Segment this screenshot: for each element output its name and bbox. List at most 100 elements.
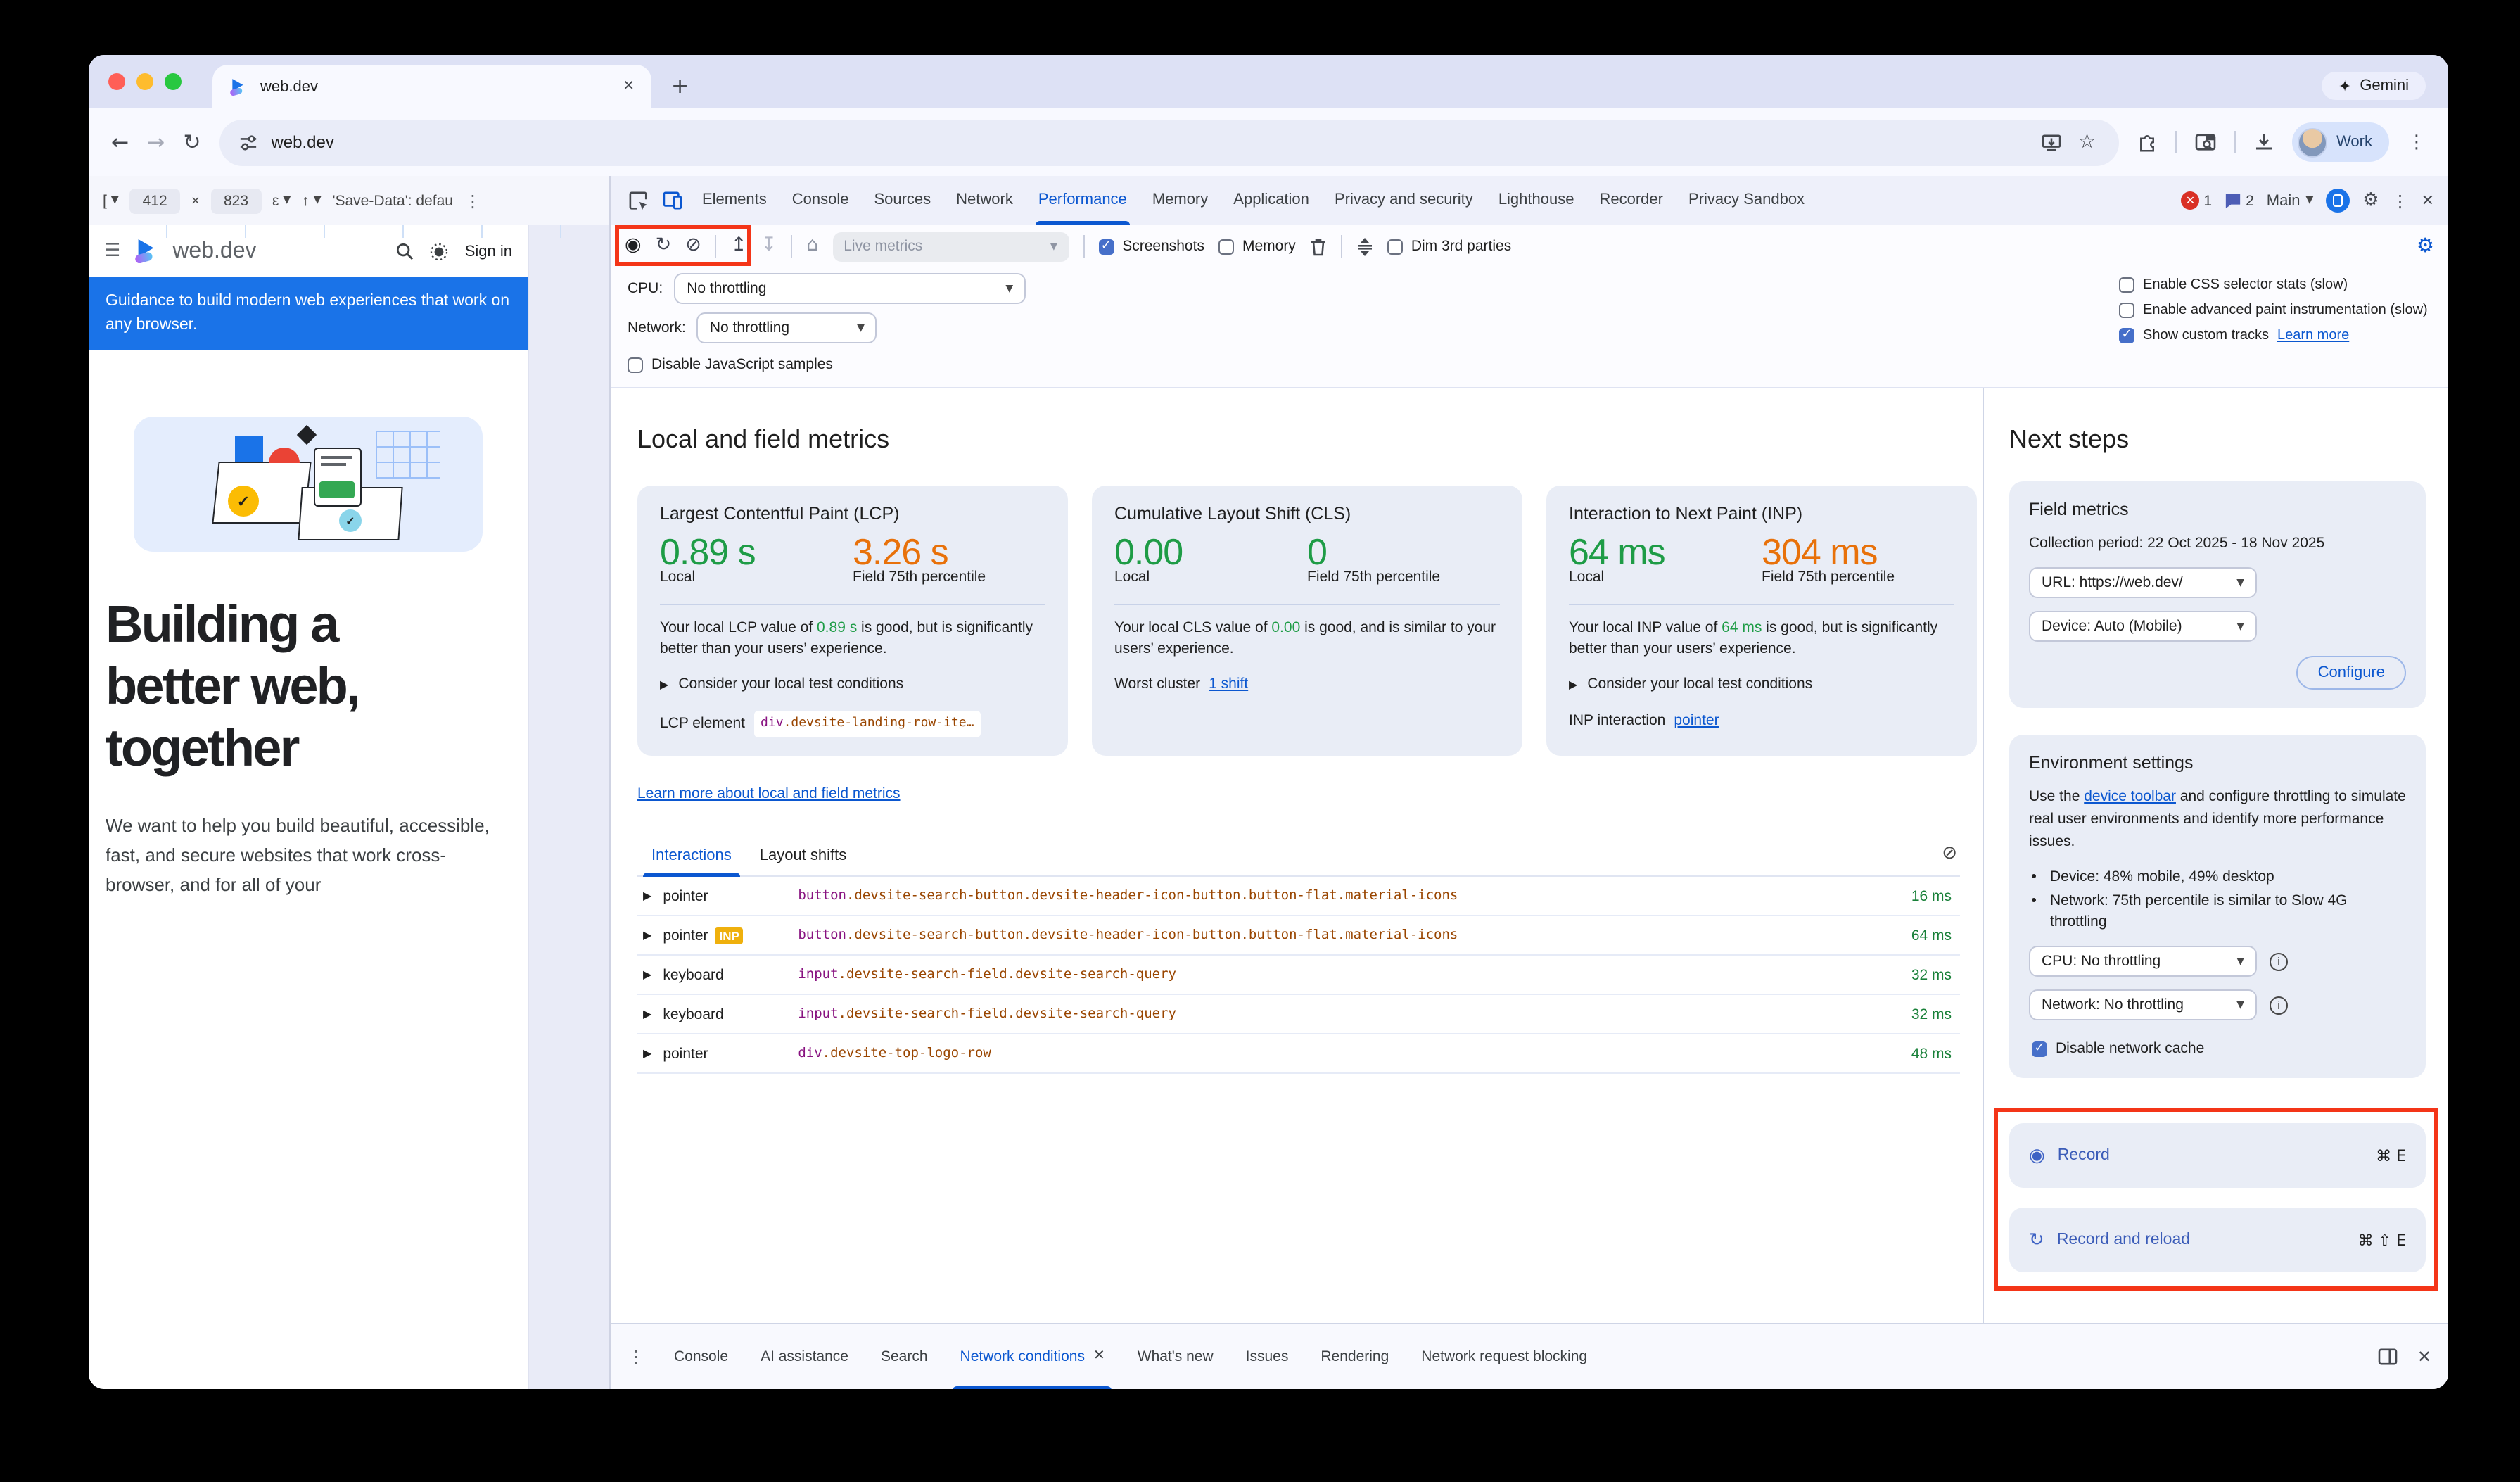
drawer-tab-ai-assistance[interactable]: AI assistance <box>761 1348 848 1365</box>
device-select[interactable]: [▼ <box>103 192 119 209</box>
tab-interactions[interactable]: Interactions <box>637 840 746 877</box>
throttle-select[interactable]: ↑ ▼ <box>302 192 322 209</box>
devtools-tab-recorder[interactable]: Recorder <box>1599 191 1663 208</box>
drawer-tab-console[interactable]: Console <box>674 1348 729 1365</box>
row-expand-icon[interactable]: ▶ <box>643 889 652 901</box>
row-expand-icon[interactable]: ▶ <box>643 1007 652 1020</box>
devtools-tab-sources[interactable]: Sources <box>874 191 931 208</box>
minimize-window-button[interactable] <box>136 73 153 90</box>
device-sync-icon[interactable] <box>2326 189 2350 213</box>
browser-tab[interactable]: web.dev ✕ <box>212 65 651 108</box>
record-and-reload-button[interactable]: ↻ Record and reload ⌘ ⇧ E <box>2009 1208 2426 1272</box>
width-preset-ruler[interactable] <box>89 225 609 238</box>
theme-toggle-icon[interactable] <box>430 241 450 261</box>
network-throttling-select[interactable]: No throttling ▼ <box>696 312 877 343</box>
close-window-button[interactable] <box>108 73 125 90</box>
close-drawer-icon[interactable]: ✕ <box>2417 1347 2431 1367</box>
record-icon[interactable]: ◉ <box>625 234 642 257</box>
back-button[interactable]: ← <box>111 129 129 154</box>
close-drawer-tab-icon[interactable]: ✕ <box>1093 1348 1105 1364</box>
clear-log-icon[interactable]: ⊘ <box>1942 843 1957 864</box>
device-toolbar-menu-icon[interactable]: ⋮ <box>464 191 481 210</box>
devtools-tab-privacy-sandbox[interactable]: Privacy Sandbox <box>1688 191 1805 208</box>
show-custom-tracks-checkbox[interactable]: ✓ Show custom tracks Learn more <box>2119 328 2431 343</box>
devtools-tab-elements[interactable]: Elements <box>702 191 767 208</box>
window-controls[interactable] <box>108 73 182 90</box>
home-icon[interactable]: ⌂ <box>806 234 819 257</box>
record-reload-icon[interactable]: ↻ <box>655 234 672 257</box>
field-url-select[interactable]: URL: https://web.dev/▼ <box>2029 567 2257 598</box>
context-selector[interactable]: Main ▼ <box>2266 192 2314 209</box>
devtools-tab-memory[interactable]: Memory <box>1152 191 1209 208</box>
configure-button[interactable]: Configure <box>2296 656 2406 690</box>
gemini-button[interactable]: ✦ Gemini <box>2321 72 2426 100</box>
save-data-label[interactable]: 'Save-Data': defau <box>332 192 453 209</box>
cpu-info-icon[interactable]: i <box>2270 952 2288 970</box>
css-selector-stats-checkbox[interactable]: Enable CSS selector stats (slow) <box>2119 277 2431 293</box>
devtools-tab-network[interactable]: Network <box>956 191 1013 208</box>
error-count-badge[interactable]: ✕ 1 <box>2181 191 2212 210</box>
advanced-paint-checkbox[interactable]: Enable advanced paint instrumentation (s… <box>2119 303 2431 318</box>
network-info-icon[interactable]: i <box>2270 996 2288 1014</box>
row-expand-icon[interactable]: ▶ <box>643 1046 652 1059</box>
hamburger-menu-icon[interactable]: ☰ <box>104 241 121 262</box>
sign-in-button[interactable]: Sign in <box>464 243 512 260</box>
drawer-tab-search[interactable]: Search <box>880 1348 928 1365</box>
dim-3rd-parties-checkbox[interactable]: Dim 3rd parties <box>1387 238 1511 255</box>
device-toolbar-link[interactable]: device toolbar <box>2084 788 2176 805</box>
devtools-settings-gear-icon[interactable]: ⚙ <box>2362 190 2379 211</box>
lcp-test-conditions-expander[interactable]: ▶ Consider your local test conditions <box>660 676 904 692</box>
extensions-icon[interactable] <box>2137 132 2156 152</box>
learn-more-metrics-link[interactable]: Learn more about local and field metrics <box>637 785 901 802</box>
devtools-tab-privacy[interactable]: Privacy and security <box>1334 191 1473 208</box>
devtools-close-icon[interactable]: ✕ <box>2421 191 2434 210</box>
devtools-tab-lighthouse[interactable]: Lighthouse <box>1498 191 1574 208</box>
memory-checkbox[interactable]: Memory <box>1218 238 1296 255</box>
forward-button[interactable]: → <box>147 129 165 154</box>
webdev-logo[interactable] <box>133 239 160 263</box>
drawer-tab-whats-new[interactable]: What's new <box>1137 1348 1214 1365</box>
site-brand[interactable]: web.dev <box>172 239 257 262</box>
maximize-window-button[interactable] <box>165 73 182 90</box>
collect-garbage-icon[interactable] <box>1310 237 1327 255</box>
drawer-tab-issues[interactable]: Issues <box>1245 1348 1289 1365</box>
tune-icon[interactable] <box>238 133 257 151</box>
new-tab-button[interactable]: + <box>671 73 689 99</box>
disable-network-cache-checkbox[interactable]: ✓ Disable network cache <box>2032 1039 2406 1060</box>
devtools-tab-application[interactable]: Application <box>1233 191 1309 208</box>
devtools-tab-performance[interactable]: Performance <box>1026 176 1140 225</box>
interaction-row[interactable]: ▶ pointer INP button.devsite-search-butto… <box>637 916 1960 956</box>
drawer-tab-network-request-blocking[interactable]: Network request blocking <box>1421 1348 1588 1365</box>
drawer-tab-network-conditions[interactable]: Network conditions ✕ <box>946 1324 1119 1389</box>
cpu-throttling-select[interactable]: No throttling ▼ <box>674 273 1026 304</box>
row-expand-icon[interactable]: ▶ <box>643 928 652 941</box>
field-device-select[interactable]: Device: Auto (Mobile) ▼ <box>2029 611 2257 642</box>
interaction-row[interactable]: ▶ pointer button.devsite-search-button.d… <box>637 877 1960 916</box>
screenshots-checkbox[interactable]: ✓ Screenshots <box>1098 238 1204 255</box>
profile-button[interactable]: Work <box>2291 122 2389 162</box>
reload-button[interactable]: ↻ <box>183 129 201 154</box>
inp-interaction-link[interactable]: pointer <box>1674 712 1719 729</box>
drawer-tab-rendering[interactable]: Rendering <box>1321 1348 1389 1365</box>
drawer-menu-icon[interactable]: ⋮ <box>628 1347 644 1367</box>
viewport-width-input[interactable]: 412 <box>129 188 180 213</box>
capture-settings-gear-icon[interactable]: ⚙ <box>2416 235 2434 258</box>
downloads-icon[interactable] <box>2253 132 2273 152</box>
search-tabs-icon[interactable] <box>2194 133 2215 151</box>
lcp-element-link[interactable]: div.devsite-landing-row-ite… <box>753 711 981 737</box>
install-icon[interactable] <box>2042 133 2061 151</box>
record-button[interactable]: ◉ Record ⌘ E <box>2009 1123 2426 1188</box>
site-search-icon[interactable] <box>396 242 414 260</box>
viewport-height-input[interactable]: 823 <box>210 188 262 213</box>
interaction-row[interactable]: ▶ keyboard input.devsite-search-field.de… <box>637 956 1960 995</box>
interaction-row[interactable]: ▶ pointer div.devsite-top-logo-row 48 ms <box>637 1034 1960 1074</box>
row-expand-icon[interactable]: ▶ <box>643 968 652 980</box>
save-profile-icon[interactable]: ↧ <box>761 234 777 257</box>
tab-layout-shifts[interactable]: Layout shifts <box>759 847 847 864</box>
device-toolbar-toggle-icon[interactable] <box>656 191 689 210</box>
dock-side-icon[interactable] <box>2378 1348 2398 1365</box>
close-tab-icon[interactable]: ✕ <box>623 78 635 94</box>
browser-menu-icon[interactable]: ⋮ <box>2407 132 2426 153</box>
clear-icon[interactable]: ⊘ <box>685 234 701 257</box>
sidebar-network-select[interactable]: Network: No throttling ▼ <box>2029 989 2257 1020</box>
